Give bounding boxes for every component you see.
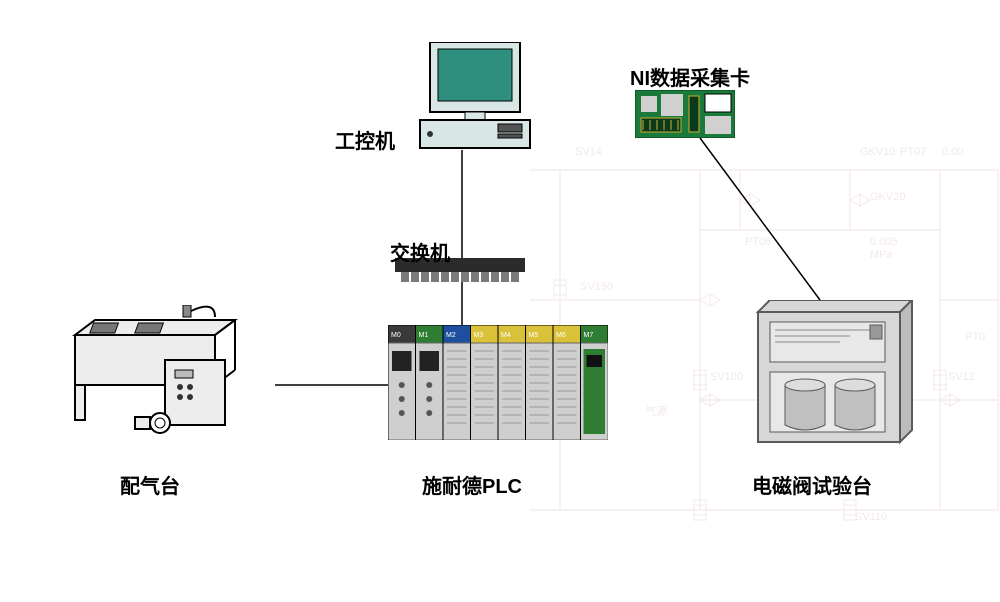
svg-text:GKV20: GKV20 bbox=[870, 191, 905, 203]
solenoid-valve-test-bench bbox=[750, 300, 920, 450]
ni-daq-card bbox=[635, 90, 735, 138]
svg-text:PT07: PT07 bbox=[900, 146, 926, 158]
svg-text:GKV10: GKV10 bbox=[860, 146, 895, 158]
svg-text:MPa: MPa bbox=[870, 249, 894, 261]
switch-label: 交换机 bbox=[390, 237, 450, 266]
ni-card-label: NI数据采集卡 bbox=[630, 62, 750, 91]
test-bench-label: 电磁阀试验台 bbox=[752, 470, 872, 499]
schneider-plc: M0 M1 M2 M3 M4 M5 M6 M7 bbox=[388, 325, 608, 440]
svg-text:气源: 气源 bbox=[645, 404, 667, 418]
svg-text:SV14: SV14 bbox=[575, 146, 602, 158]
svg-text:M0: M0 bbox=[391, 332, 401, 339]
svg-text:PT06: PT06 bbox=[745, 236, 771, 248]
svg-text:SV110: SV110 bbox=[855, 511, 887, 523]
svg-text:M6: M6 bbox=[556, 332, 566, 339]
svg-text:M7: M7 bbox=[584, 332, 594, 339]
svg-text:M1: M1 bbox=[419, 332, 429, 339]
gas-distribution-station bbox=[65, 305, 275, 445]
svg-text:M3: M3 bbox=[474, 332, 484, 339]
ipc-computer bbox=[410, 42, 540, 150]
svg-text:M5: M5 bbox=[529, 332, 539, 339]
svg-text:M2: M2 bbox=[446, 332, 456, 339]
svg-text:0.00: 0.00 bbox=[942, 146, 963, 158]
svg-text:SV12: SV12 bbox=[948, 371, 975, 383]
svg-text:PT0: PT0 bbox=[965, 331, 985, 343]
ipc-label: 工控机 bbox=[335, 125, 395, 154]
svg-text:SV150: SV150 bbox=[580, 281, 613, 293]
plc-label: 施耐德PLC bbox=[422, 470, 522, 499]
svg-text:SV100: SV100 bbox=[710, 371, 743, 383]
svg-text:0.005: 0.005 bbox=[870, 236, 898, 248]
svg-text:M4: M4 bbox=[501, 332, 511, 339]
gas-station-label: 配气台 bbox=[120, 470, 180, 499]
